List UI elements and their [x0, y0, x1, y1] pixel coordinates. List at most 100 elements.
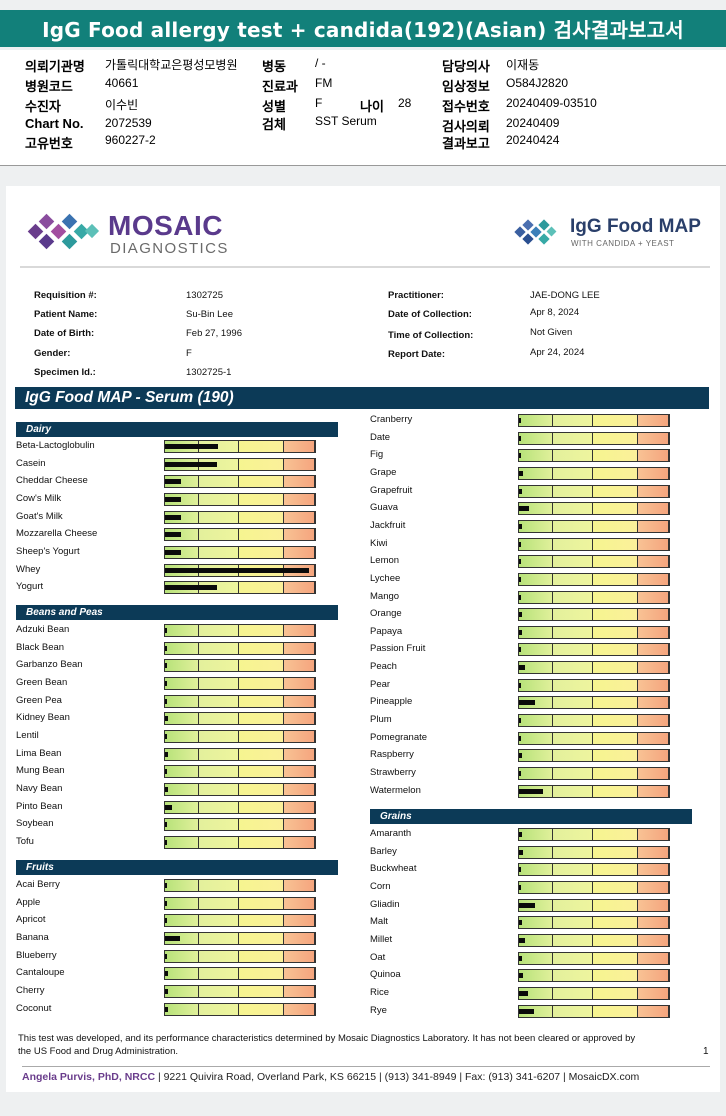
zone-z1 — [519, 934, 553, 946]
patient-info-box: 의뢰기관명 가톨릭대학교은평성모병원 병원코드 40661 수진자 이수빈 Ch… — [0, 50, 726, 166]
igg-level-bar — [518, 845, 670, 859]
igg-level-bar — [518, 502, 670, 516]
zone-z1 — [165, 950, 199, 962]
zone-z3 — [239, 880, 285, 891]
zone-z4 — [638, 573, 669, 585]
zone-z4 — [284, 713, 315, 725]
zone-z3 — [593, 503, 639, 515]
igg-level-bar — [518, 590, 670, 604]
zone-z1 — [165, 677, 199, 689]
report-banner: IgG Food allergy test + candida(192)(Asi… — [0, 10, 726, 47]
zone-z4 — [284, 950, 315, 962]
zone-z2 — [552, 899, 593, 911]
zone-z4 — [284, 582, 315, 594]
food-row: Plum — [370, 712, 672, 729]
igg-level-bar — [164, 800, 316, 814]
food-row: Navy Bean — [16, 781, 318, 798]
food-row: Passion Fruit — [370, 641, 672, 658]
food-name: Lychee — [370, 572, 401, 584]
food-name: Quinoa — [370, 969, 401, 981]
food-name: Blueberry — [16, 949, 57, 961]
igg-level-bar — [164, 765, 316, 779]
zone-z3 — [239, 642, 285, 654]
igg-level-mark — [165, 900, 167, 906]
igg-level-mark — [519, 453, 521, 459]
zone-z1 — [519, 662, 553, 674]
zone-z1 — [519, 697, 553, 709]
igg-level-mark — [165, 786, 168, 792]
zone-z4 — [638, 467, 669, 479]
zone-z3 — [593, 432, 639, 444]
igg-level-bar — [518, 431, 670, 445]
igg-level-bar — [518, 986, 670, 1000]
zone-z3 — [593, 644, 639, 656]
zone-z2 — [552, 450, 593, 462]
food-name: Cranberry — [370, 414, 413, 425]
zone-z3 — [239, 582, 285, 594]
food-row: Raspberry — [370, 747, 672, 764]
gender-label: Gender: — [34, 348, 71, 359]
igg-level-bar — [164, 475, 316, 489]
food-name: Guava — [370, 502, 398, 514]
zone-z1 — [165, 968, 199, 980]
igg-level-bar — [518, 608, 670, 622]
request-value: 20240409 — [506, 116, 560, 130]
food-name: Cheddar Cheese — [16, 475, 88, 487]
igg-level-mark — [519, 470, 523, 476]
zone-z4 — [284, 836, 315, 848]
zone-z1 — [519, 432, 553, 444]
igg-level-bar — [164, 641, 316, 655]
food-row: Lemon — [370, 553, 672, 570]
food-name: Pomegranate — [370, 731, 428, 743]
zone-z1 — [165, 730, 199, 742]
igg-level-bar — [164, 694, 316, 708]
zone-z3 — [239, 441, 285, 452]
dob-label: Date of Birth: — [34, 328, 95, 339]
zone-z4 — [638, 917, 669, 929]
zone-z2 — [552, 1005, 593, 1017]
zone-z1 — [165, 748, 199, 760]
igg-level-bar — [164, 879, 316, 892]
zone-z2 — [198, 968, 239, 980]
zone-z3 — [593, 846, 639, 858]
zone-z2 — [198, 511, 239, 523]
igg-level-mark — [519, 523, 522, 529]
zone-z3 — [239, 546, 285, 558]
specimen-value: SST Serum — [315, 114, 377, 128]
report-date-label: Report Date: — [388, 349, 446, 360]
igg-level-bar — [164, 782, 316, 796]
zone-z3 — [593, 970, 639, 982]
food-row: Acai Berry — [16, 877, 318, 894]
food-row: Blueberry — [16, 948, 318, 965]
zone-z1 — [519, 899, 553, 911]
igg-level-mark — [165, 479, 181, 485]
igg-level-bar — [518, 643, 670, 657]
zone-z3 — [239, 985, 285, 997]
zone-z1 — [165, 915, 199, 927]
zone-z4 — [284, 985, 315, 997]
igg-level-bar — [518, 951, 670, 965]
zone-z4 — [284, 880, 315, 891]
dept-label: 진료과 — [262, 79, 298, 94]
zone-z2 — [552, 987, 593, 999]
food-row: Grape — [370, 465, 672, 482]
igg-level-bar — [164, 581, 316, 595]
zone-z2 — [552, 538, 593, 550]
zone-z2 — [198, 748, 239, 760]
zone-z2 — [552, 846, 593, 858]
zone-z2 — [198, 642, 239, 654]
food-row: Pomegranate — [370, 730, 672, 747]
zone-z2 — [552, 715, 593, 727]
igg-level-mark — [165, 839, 167, 845]
zone-z4 — [284, 897, 315, 909]
food-name: Rye — [370, 1004, 387, 1016]
zone-z1 — [165, 529, 199, 541]
food-row: Papaya — [370, 624, 672, 641]
igg-level-bar — [164, 729, 316, 743]
zone-z1 — [519, 881, 553, 893]
requisition-value: 1302725 — [186, 290, 223, 301]
igg-level-mark — [519, 867, 521, 873]
food-row: Quinoa — [370, 967, 672, 984]
zone-z4 — [638, 591, 669, 603]
igg-level-mark — [519, 955, 522, 961]
